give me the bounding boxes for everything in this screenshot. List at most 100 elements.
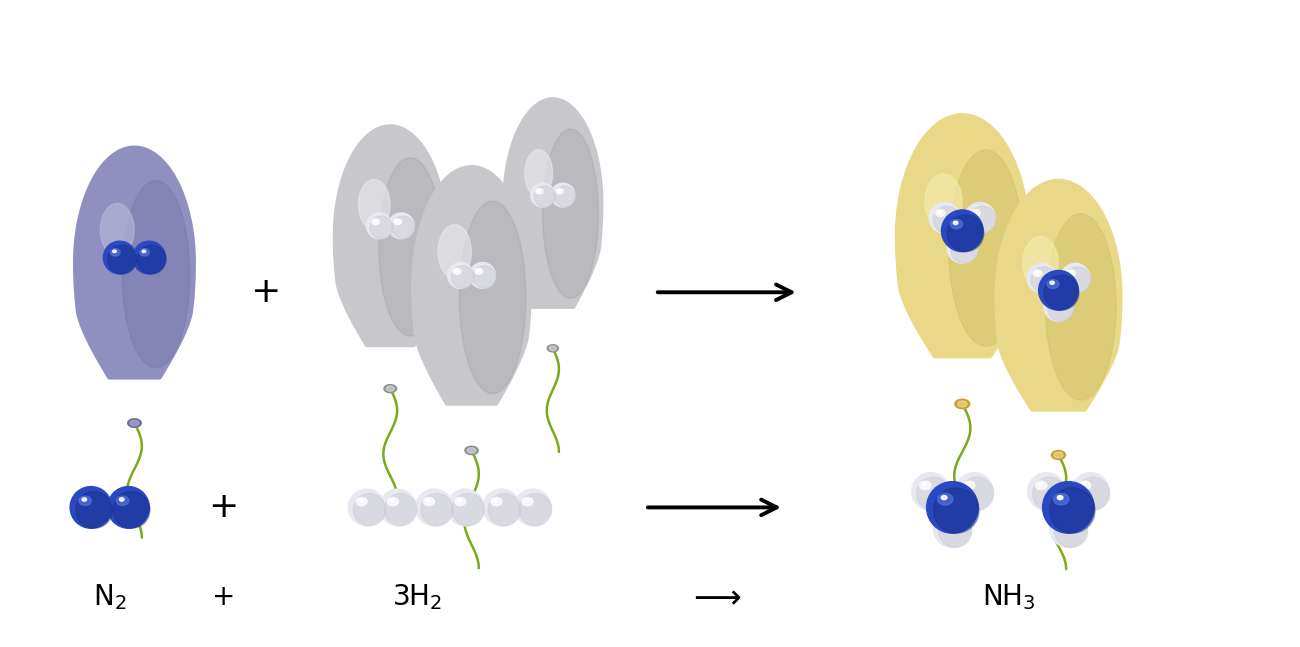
Circle shape xyxy=(113,492,150,528)
Circle shape xyxy=(916,477,950,510)
Ellipse shape xyxy=(356,498,367,506)
Ellipse shape xyxy=(937,494,953,505)
Ellipse shape xyxy=(386,386,394,391)
Ellipse shape xyxy=(459,201,526,393)
Ellipse shape xyxy=(958,401,967,407)
Ellipse shape xyxy=(1067,270,1075,277)
Ellipse shape xyxy=(1052,300,1056,302)
Ellipse shape xyxy=(941,496,946,499)
Circle shape xyxy=(133,241,165,274)
Ellipse shape xyxy=(378,158,442,336)
Circle shape xyxy=(1032,477,1066,510)
Ellipse shape xyxy=(394,219,402,225)
Circle shape xyxy=(75,492,112,528)
Ellipse shape xyxy=(1082,483,1087,486)
Ellipse shape xyxy=(525,499,529,502)
Ellipse shape xyxy=(372,219,380,225)
Ellipse shape xyxy=(474,269,482,274)
Circle shape xyxy=(370,216,393,239)
Ellipse shape xyxy=(477,270,480,272)
Ellipse shape xyxy=(971,210,980,217)
Ellipse shape xyxy=(458,499,461,502)
Ellipse shape xyxy=(949,150,1023,346)
Ellipse shape xyxy=(424,498,434,506)
Circle shape xyxy=(1044,292,1072,321)
Ellipse shape xyxy=(494,499,498,502)
Polygon shape xyxy=(333,124,447,347)
Circle shape xyxy=(1049,510,1087,547)
Circle shape xyxy=(416,489,452,526)
Text: N$_2$: N$_2$ xyxy=(94,582,126,611)
Circle shape xyxy=(1054,514,1088,547)
Ellipse shape xyxy=(1052,450,1066,459)
Ellipse shape xyxy=(100,203,134,256)
Circle shape xyxy=(968,206,996,234)
Circle shape xyxy=(515,489,551,526)
Ellipse shape xyxy=(454,269,460,274)
Circle shape xyxy=(451,266,474,289)
Ellipse shape xyxy=(113,250,116,253)
Ellipse shape xyxy=(956,399,970,409)
Ellipse shape xyxy=(1036,481,1047,490)
Polygon shape xyxy=(994,179,1122,411)
Circle shape xyxy=(421,494,452,526)
Circle shape xyxy=(961,477,993,510)
Circle shape xyxy=(1061,263,1089,292)
Circle shape xyxy=(385,494,417,526)
Ellipse shape xyxy=(936,210,945,217)
Ellipse shape xyxy=(536,189,543,194)
Ellipse shape xyxy=(455,270,458,272)
Ellipse shape xyxy=(558,190,560,192)
Ellipse shape xyxy=(1035,271,1039,274)
Ellipse shape xyxy=(387,498,398,506)
Circle shape xyxy=(1044,275,1079,310)
Circle shape xyxy=(1039,270,1078,310)
Circle shape xyxy=(389,213,415,239)
Circle shape xyxy=(930,203,959,234)
Circle shape xyxy=(452,494,484,526)
Polygon shape xyxy=(894,113,1030,358)
Circle shape xyxy=(1031,267,1057,292)
Ellipse shape xyxy=(542,129,598,298)
Circle shape xyxy=(391,216,415,239)
Ellipse shape xyxy=(467,448,476,453)
Circle shape xyxy=(348,489,385,526)
Ellipse shape xyxy=(944,520,949,523)
Circle shape xyxy=(1048,296,1074,321)
Circle shape xyxy=(911,472,949,510)
Ellipse shape xyxy=(82,498,87,501)
Circle shape xyxy=(1049,488,1095,533)
Circle shape xyxy=(939,514,972,547)
Ellipse shape xyxy=(79,496,91,505)
Ellipse shape xyxy=(941,518,953,527)
Ellipse shape xyxy=(966,483,970,486)
Circle shape xyxy=(1027,263,1057,292)
Circle shape xyxy=(941,210,983,252)
Ellipse shape xyxy=(1050,281,1054,284)
Circle shape xyxy=(952,236,978,263)
Ellipse shape xyxy=(390,499,394,502)
Text: $\longrightarrow$: $\longrightarrow$ xyxy=(688,580,742,613)
Ellipse shape xyxy=(923,483,927,486)
Ellipse shape xyxy=(1054,452,1063,458)
Ellipse shape xyxy=(525,149,552,197)
Circle shape xyxy=(484,489,520,526)
Circle shape xyxy=(946,232,978,263)
Ellipse shape xyxy=(538,190,541,192)
Circle shape xyxy=(1076,477,1110,510)
Ellipse shape xyxy=(924,174,962,229)
Ellipse shape xyxy=(547,345,559,352)
Circle shape xyxy=(933,488,979,533)
Circle shape xyxy=(1027,472,1065,510)
Ellipse shape xyxy=(130,421,139,426)
Ellipse shape xyxy=(1023,236,1058,289)
Ellipse shape xyxy=(939,211,941,214)
Ellipse shape xyxy=(956,241,959,243)
Ellipse shape xyxy=(139,248,150,256)
Ellipse shape xyxy=(1053,494,1069,505)
Ellipse shape xyxy=(953,221,958,225)
Circle shape xyxy=(551,183,575,207)
Circle shape xyxy=(530,183,555,207)
Ellipse shape xyxy=(359,499,363,502)
Ellipse shape xyxy=(127,419,142,428)
